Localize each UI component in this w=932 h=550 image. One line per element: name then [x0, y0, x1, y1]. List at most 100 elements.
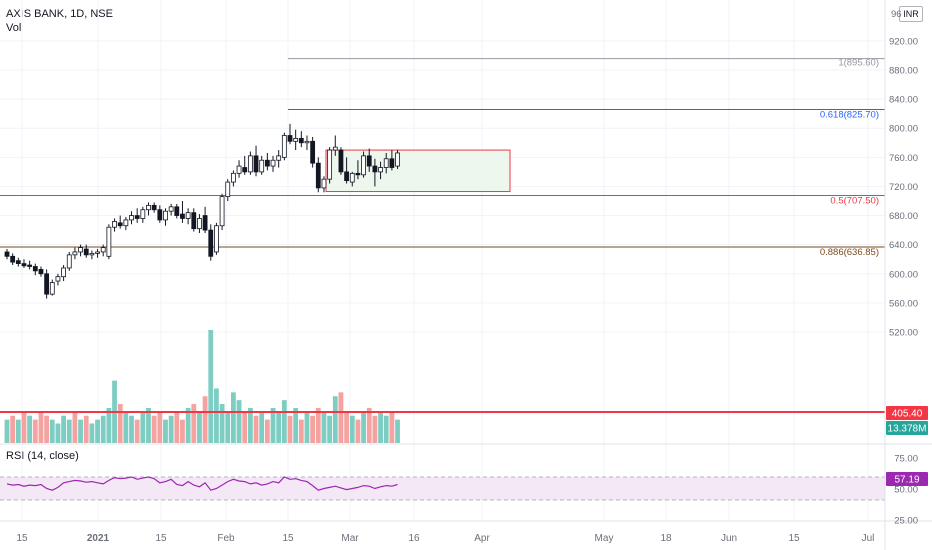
volume-bar	[349, 415, 355, 443]
volume-bar	[10, 415, 16, 443]
candle-body	[372, 165, 378, 173]
candle-body	[83, 248, 89, 256]
candle-body	[10, 255, 16, 263]
volume-bar	[38, 411, 44, 443]
volume-bar	[117, 404, 123, 443]
volume-bar	[61, 415, 66, 443]
candle-body	[281, 135, 287, 158]
volume-bar	[355, 419, 361, 443]
candle-body	[321, 178, 327, 189]
volume-bar	[168, 415, 174, 443]
candle-body	[293, 138, 299, 142]
volume-bar	[321, 411, 327, 443]
candle-body	[106, 226, 112, 257]
candle-body	[89, 252, 95, 256]
volume-bar	[129, 415, 134, 443]
fib-level-label: 0.886(636.85)	[820, 247, 879, 258]
volume-bar	[134, 419, 140, 443]
volume-bar	[66, 419, 72, 443]
rsi-badge	[886, 472, 928, 486]
candle-body	[366, 155, 372, 167]
candle-body	[214, 225, 219, 253]
currency-button[interactable]: INR	[899, 6, 923, 22]
rsi-badge-label: 57.19	[894, 475, 919, 486]
candle-body	[338, 149, 344, 173]
price-tick-label: 920.00	[889, 36, 918, 47]
volume-bar	[253, 415, 259, 443]
volume-bar	[281, 400, 287, 443]
volume-bar	[72, 411, 78, 443]
date-tick-label: 15	[282, 533, 294, 544]
price-tick-label: 720.00	[889, 182, 918, 193]
volume-bar	[276, 411, 282, 443]
candle-body	[259, 159, 265, 173]
date-tick-label: Apr	[474, 533, 490, 544]
volume-bar	[32, 419, 38, 443]
volume-bars	[0, 330, 885, 443]
candle-body	[208, 229, 214, 257]
price-badge	[886, 406, 928, 420]
volume-bar	[89, 423, 95, 443]
price-tick-label: 520.00	[889, 328, 918, 339]
date-tick-label: 16	[408, 533, 420, 544]
price-badge-label: 405.40	[892, 409, 923, 420]
date-tick-label: Mar	[341, 533, 359, 544]
volume-bar	[310, 415, 316, 443]
volume-bar	[236, 400, 242, 443]
date-tick-label: 15	[155, 533, 167, 544]
candle-body	[185, 212, 191, 219]
candle-body	[344, 171, 350, 182]
volume-bar	[247, 407, 253, 443]
rsi-label: RSI (14, close)	[6, 450, 79, 462]
volume-bar	[259, 411, 265, 443]
volume-bar	[372, 415, 378, 443]
price-tick-label-cut: 96	[891, 9, 902, 20]
volume-bar	[304, 411, 310, 443]
volume-bar	[344, 411, 349, 443]
volume-label: Vol	[6, 22, 22, 34]
candle-body	[95, 251, 100, 254]
price-tick-label: 560.00	[889, 298, 918, 309]
volume-bar	[378, 411, 383, 443]
volume-bar	[174, 411, 180, 443]
volume-bar	[15, 419, 21, 443]
volume-bar	[327, 415, 333, 443]
fib-level-label: 1(895.60)	[838, 58, 879, 69]
candle-body	[27, 264, 33, 267]
candle-body	[32, 266, 38, 272]
volume-bar	[214, 388, 219, 443]
date-tick-label: 2021	[87, 533, 110, 544]
candle-body	[253, 155, 259, 173]
candle-body	[180, 213, 185, 219]
rsi-band	[0, 477, 885, 500]
candle-body	[38, 269, 44, 275]
candle-body	[15, 260, 21, 264]
candle-body	[230, 172, 236, 183]
candle-body	[242, 167, 248, 173]
candle-body	[332, 146, 338, 151]
candle-body	[134, 215, 140, 219]
candle-body	[61, 267, 66, 278]
range-rectangle	[325, 149, 511, 193]
price-tick-label: 760.00	[889, 153, 918, 164]
price-tick-label: 600.00	[889, 269, 918, 280]
volume-bar	[185, 407, 191, 443]
candle-body	[146, 204, 151, 211]
volume-bar	[83, 415, 89, 443]
volume-bar	[270, 407, 276, 443]
candle-body	[174, 206, 180, 216]
date-tick-label: Jul	[862, 533, 875, 544]
candle-body	[66, 254, 72, 269]
rsi-line	[6, 476, 398, 491]
volume-bar	[191, 404, 197, 443]
fib-level-label: 0.618(825.70)	[820, 110, 879, 121]
rsi-pane	[0, 476, 885, 501]
volume-bar	[264, 419, 270, 443]
candle-body	[123, 219, 129, 227]
candle-body	[168, 206, 174, 212]
candle-body	[236, 165, 242, 174]
volume-bar	[332, 396, 338, 443]
volume-bar	[4, 419, 10, 443]
volume-bar	[225, 411, 231, 443]
